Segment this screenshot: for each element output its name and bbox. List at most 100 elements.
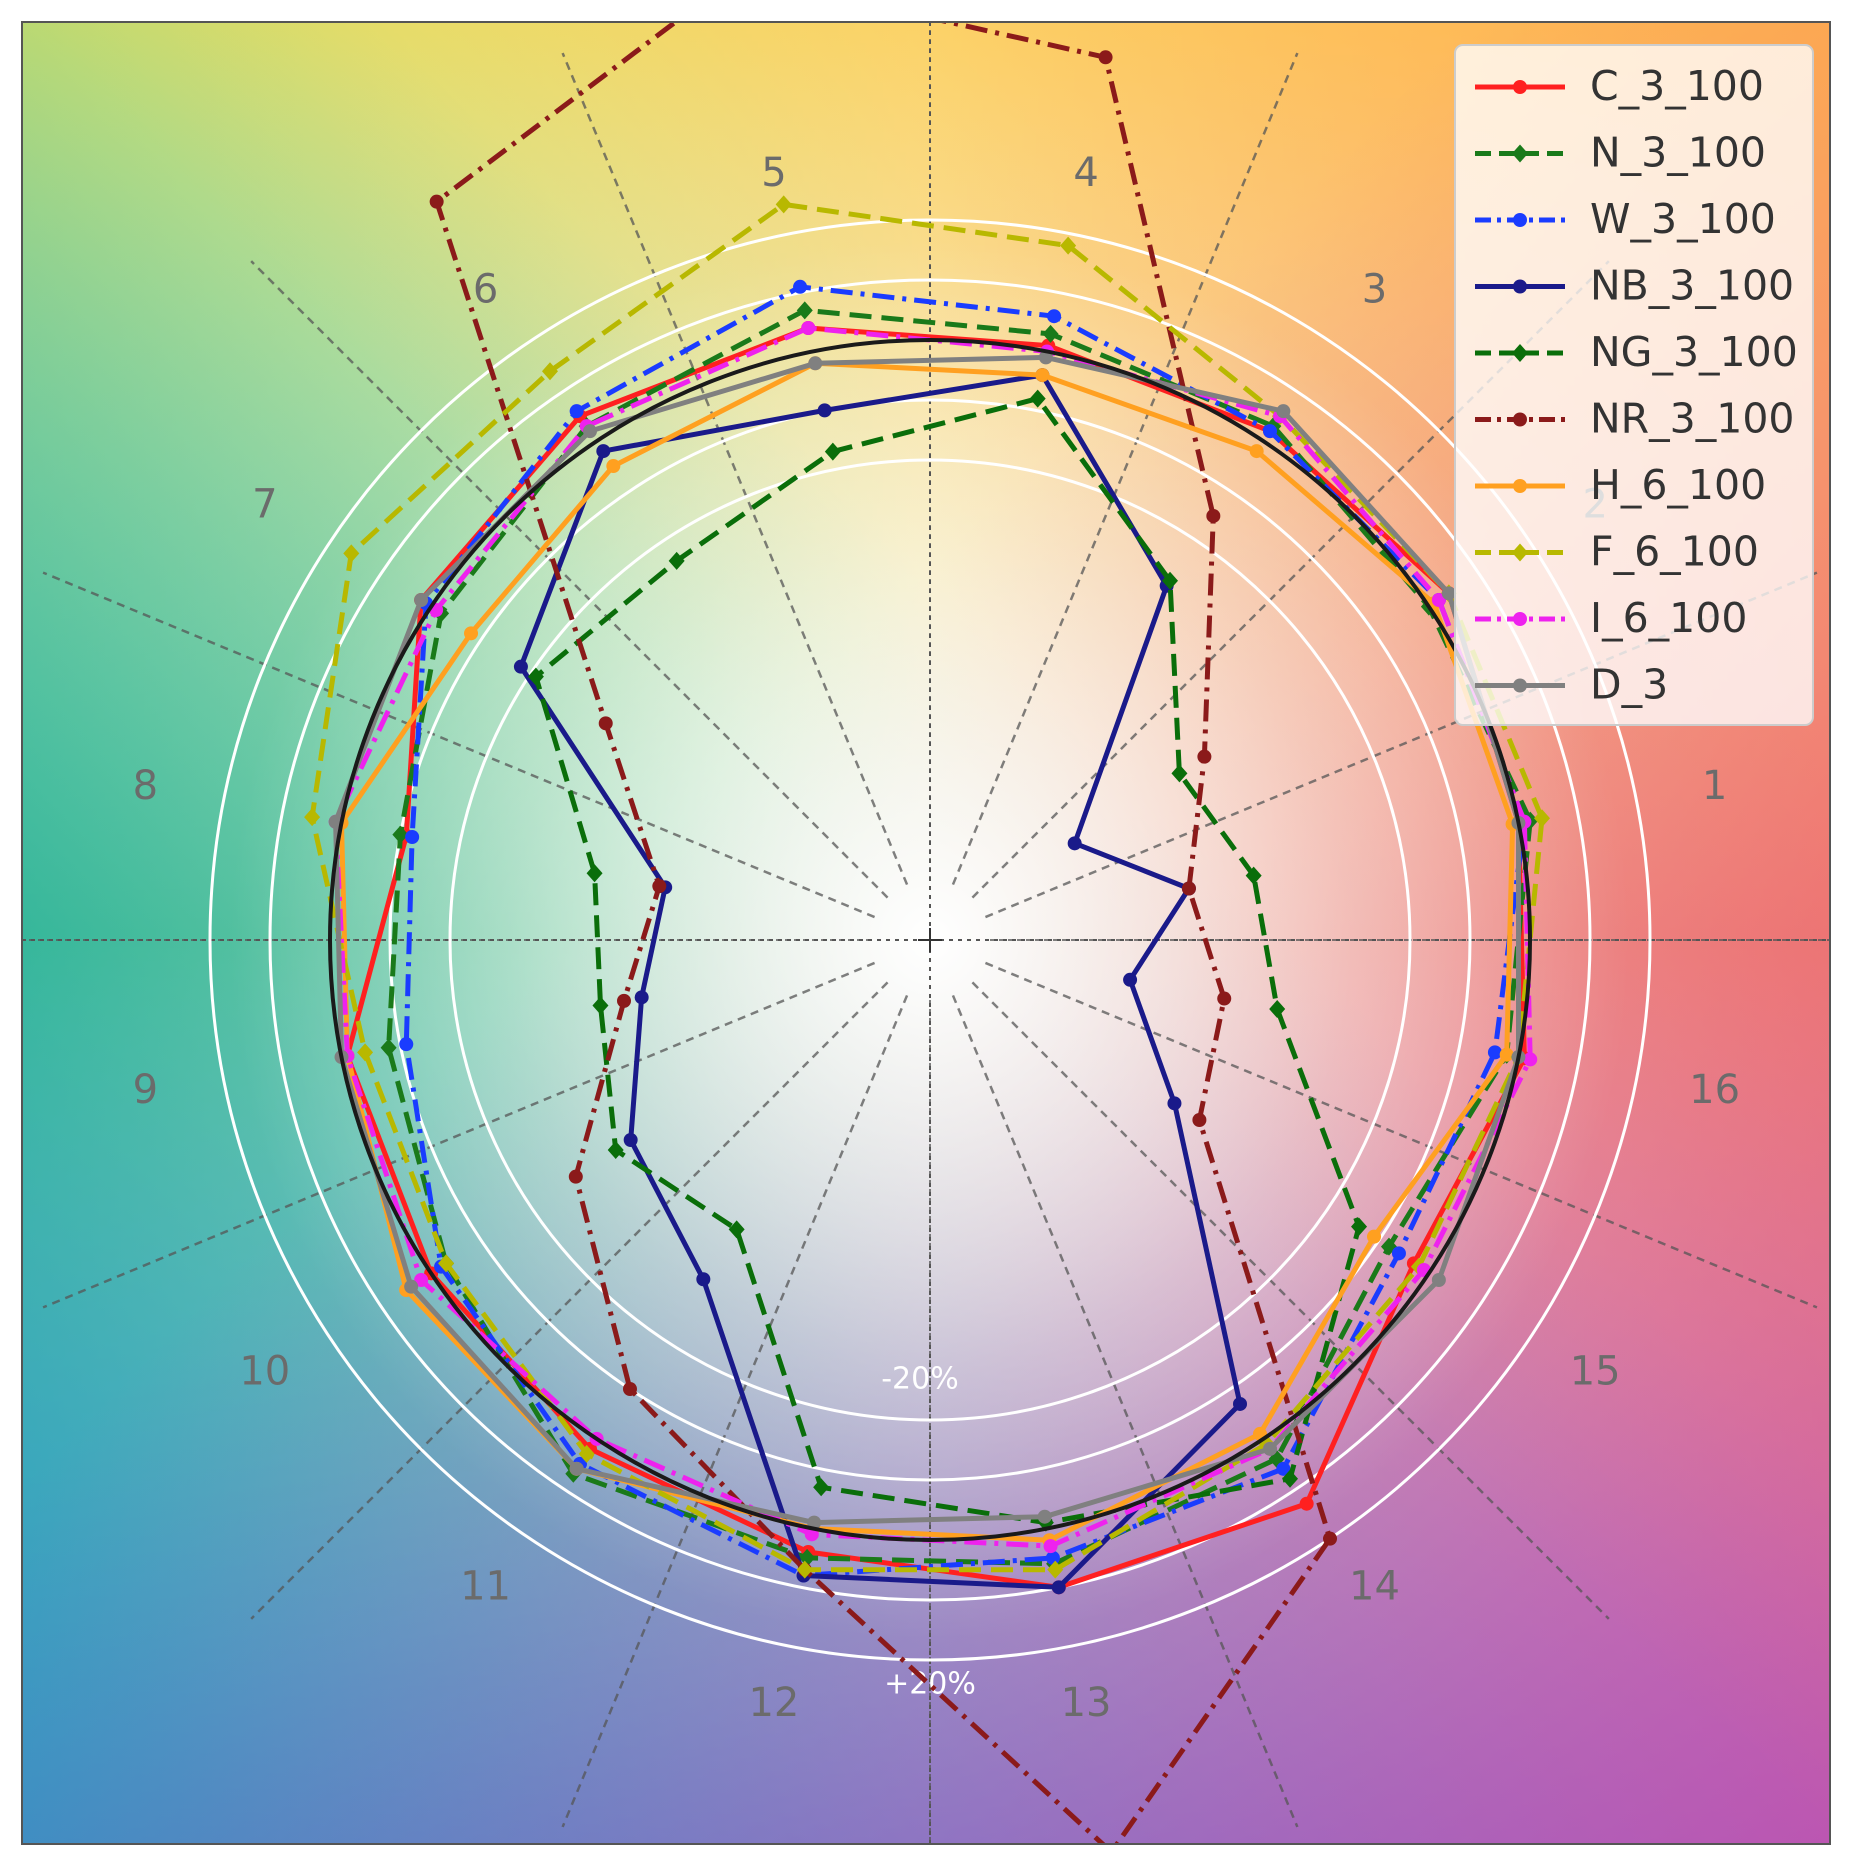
point-marker [357,1043,374,1062]
bin-label-1: 1 [1702,763,1727,809]
bin-label-14: 14 [1349,1564,1400,1610]
point-marker [1042,324,1059,343]
point-marker [607,1141,624,1160]
point-marker [404,1279,419,1294]
spoke-line [971,981,1610,1620]
legend-marker [1513,612,1527,626]
point-marker [1047,1560,1064,1579]
point-marker [429,194,444,209]
ring [448,458,1412,1422]
point-marker [343,544,360,563]
legend-marker [1513,479,1527,493]
point-marker [578,1444,595,1463]
point-marker [1534,809,1551,828]
point-marker [464,626,479,641]
point-marker [1431,1273,1446,1288]
point-marker [801,320,816,335]
legend-entry: NG_3_100 [1475,328,1798,376]
point-marker [568,1169,583,1184]
point-marker [1047,309,1062,324]
bin-label-11: 11 [460,1564,511,1610]
bin-label-8: 8 [133,763,158,809]
point-marker [1051,1580,1066,1595]
reference-circle [328,338,1532,1542]
spoke-line [561,52,909,886]
spoke-line [971,260,1610,899]
point-marker [813,1478,830,1497]
point-marker [1123,972,1138,987]
point-marker [1162,571,1179,590]
point-marker [606,459,621,474]
point-marker [652,879,667,894]
point-marker [634,990,649,1005]
legend-marker [1513,279,1527,294]
point-marker [1035,368,1050,383]
point-marker [796,301,813,320]
spoke-line [42,961,876,1309]
point-marker [1197,749,1212,764]
bin-label-12: 12 [748,1680,799,1726]
point-marker [1171,764,1188,783]
point-marker [1067,836,1082,851]
spoke-line [951,52,1299,886]
bin-label-15: 15 [1570,1348,1621,1394]
legend-marker [1513,213,1527,227]
point-marker [582,424,597,439]
legend-entry: I_6_100 [1475,594,1747,642]
point-marker [1045,1550,1060,1565]
point-marker [1282,1469,1299,1488]
point-marker [405,829,420,844]
legend-box [1454,44,1814,726]
point-marker [1104,1845,1118,1859]
legend-marker [1513,80,1527,94]
point-marker [1249,444,1264,459]
point-marker [414,592,429,607]
point-marker [668,551,685,570]
spoke-line [951,994,1299,1828]
point-marker [1499,1047,1514,1062]
legend-entry: N_3_100 [1475,129,1766,177]
point-marker [775,195,792,214]
point-marker [796,1560,813,1579]
legend-entry: F_6_100 [1475,528,1759,576]
bin-label-16: 16 [1689,1067,1740,1113]
legend-entry: H_6_100 [1475,461,1766,509]
ring [208,218,1652,1662]
series-line [533,396,1362,1526]
point-marker [1206,508,1221,523]
point-marker [1263,424,1278,439]
bin-label-4: 4 [1073,150,1098,196]
ring [268,278,1592,1602]
point-marker [1098,50,1113,65]
spoke-line [250,981,889,1620]
legend-marker [1513,412,1527,427]
bin-label-5: 5 [761,150,786,196]
point-marker [596,444,611,459]
point-marker [592,996,609,1015]
point-marker [696,1272,711,1287]
point-marker [1217,991,1232,1006]
legend-marker [1512,344,1528,362]
reference-rings [208,218,1652,1662]
bin-label-7: 7 [252,482,277,528]
bin-label-10: 10 [239,1348,290,1394]
point-marker [623,1133,638,1148]
point-marker [1391,1246,1406,1261]
center-cross [918,928,942,952]
point-marker [1269,1000,1286,1019]
legend-label: F_6_100 [1590,528,1759,576]
point-marker [380,1038,397,1057]
legend: C_3_100 N_3_100 W_3_100 NB_3_100 NG_3_100 NR_… [1454,44,1814,726]
point-marker [304,808,321,827]
legend-label: NB_3_100 [1590,262,1794,310]
point-marker [569,404,584,419]
point-marker [817,403,832,418]
legend-entry: C_3_100 [1475,62,1764,110]
point-marker [1431,592,1446,607]
hue-bin-labels: 12345678910111213141516 [133,150,1740,1726]
point-marker [1367,1229,1382,1244]
point-marker [1351,1217,1368,1236]
legend-label: NR_3_100 [1590,395,1795,443]
point-marker [799,1548,816,1567]
point-marker [513,659,528,674]
